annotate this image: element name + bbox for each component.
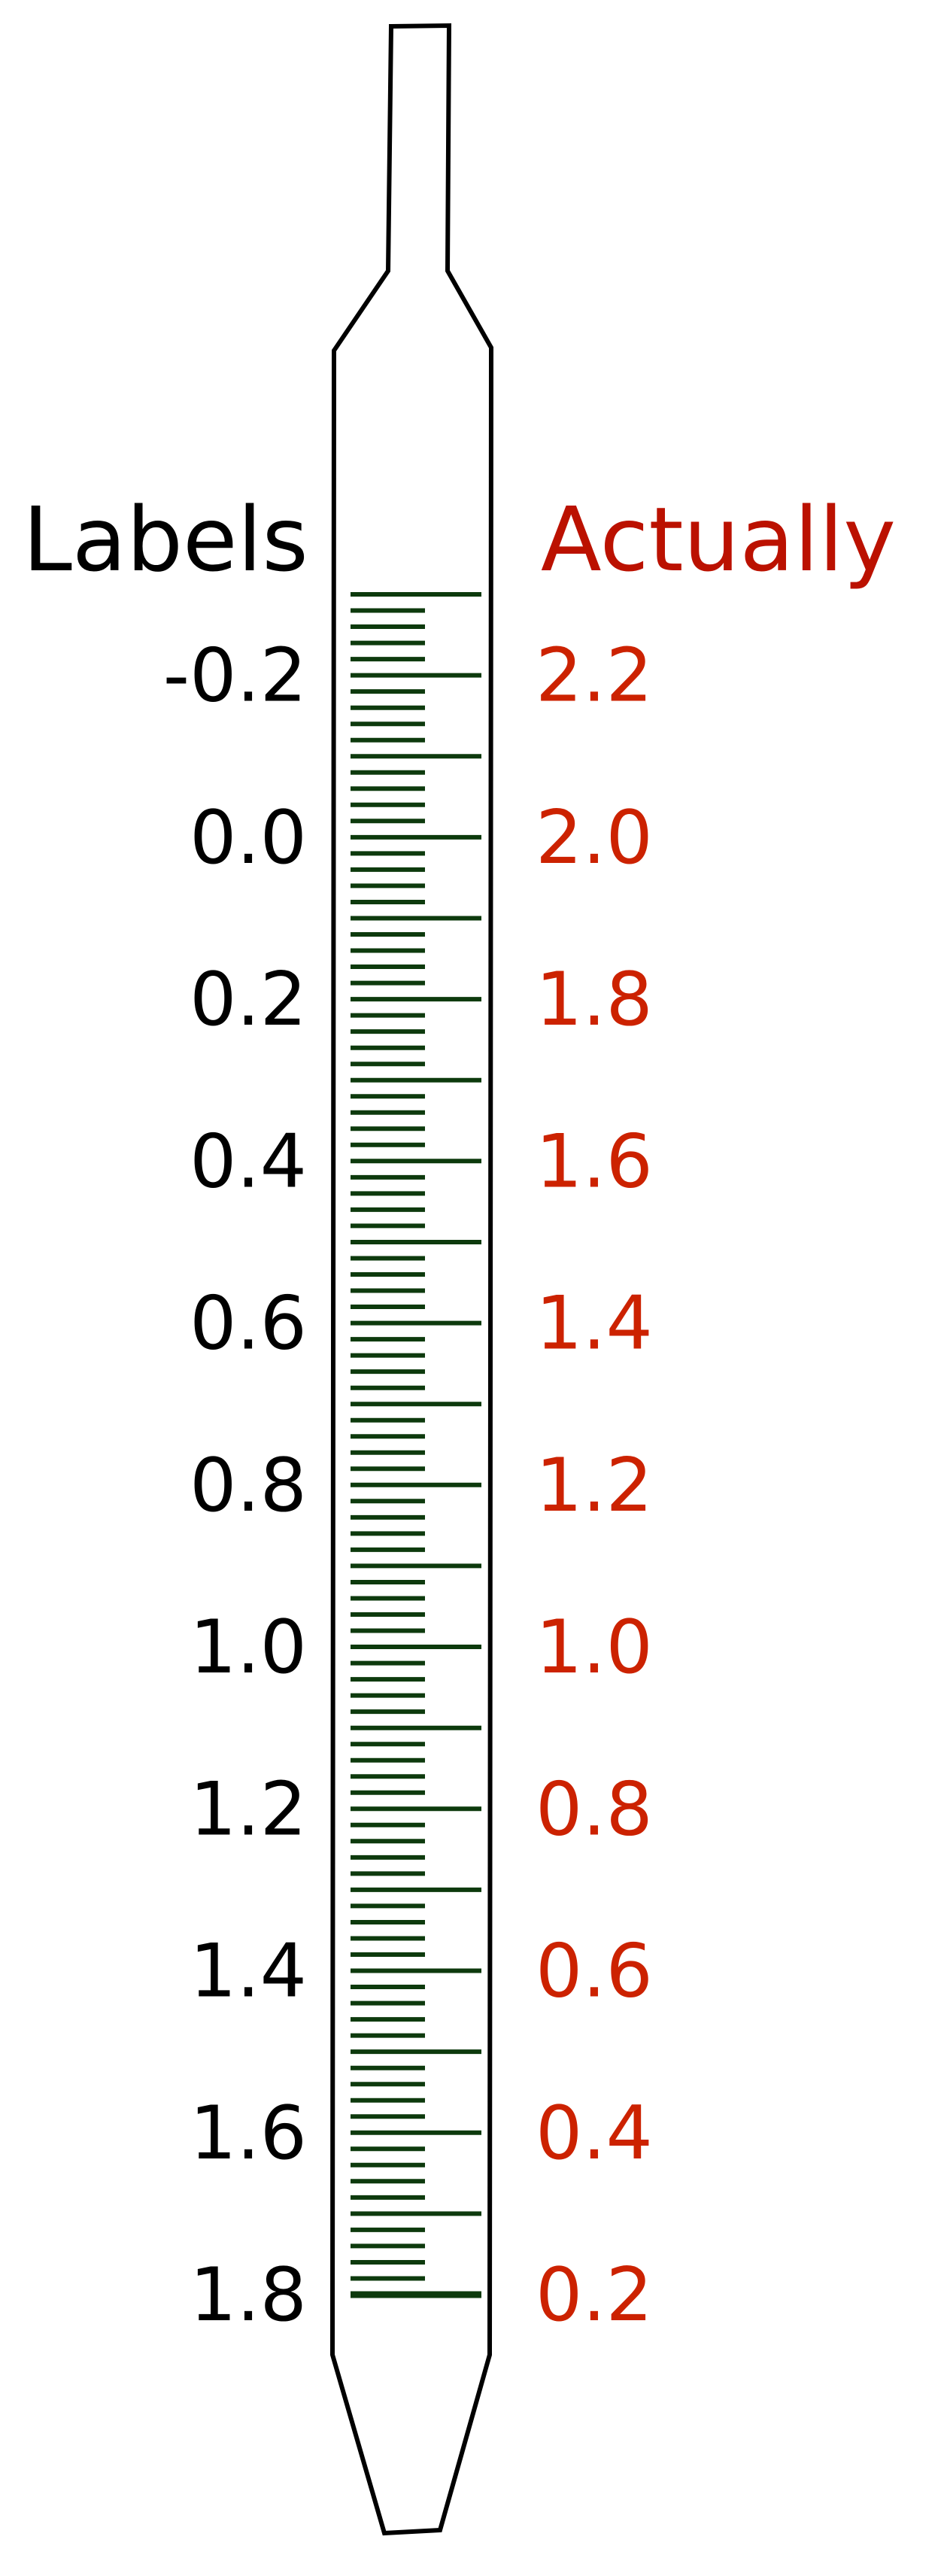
left-scale-labels: -0.2 0.0 0.2 0.4 0.6 0.8 1.0 1.2 1.4 1.6 1.8 bbox=[163, 633, 307, 2338]
pipette-outline bbox=[329, 23, 494, 2536]
right-scale-label: 1.8 bbox=[536, 957, 653, 1043]
right-scale-label: 2.0 bbox=[536, 795, 653, 881]
left-scale-label: 0.2 bbox=[190, 957, 307, 1043]
left-scale-label: -0.2 bbox=[163, 633, 307, 719]
left-scale-label: 1.8 bbox=[190, 2252, 307, 2338]
labels-header: Labels bbox=[23, 488, 308, 591]
left-scale-label: 0.6 bbox=[190, 1281, 307, 1367]
left-scale-label: 0.4 bbox=[190, 1119, 307, 1204]
left-scale-label: 1.0 bbox=[190, 1605, 307, 1690]
left-scale-label: 1.4 bbox=[190, 1929, 307, 2015]
left-scale-label: 0.8 bbox=[190, 1443, 307, 1529]
graduation-marks bbox=[351, 592, 481, 2298]
right-scale-label: 1.0 bbox=[536, 1605, 653, 1690]
right-scale-label: 1.2 bbox=[536, 1443, 653, 1529]
right-scale-label: 0.6 bbox=[536, 1929, 653, 2015]
right-scale-label: 2.2 bbox=[536, 633, 653, 719]
left-scale-label: 1.6 bbox=[190, 2091, 307, 2177]
left-scale-label: 0.0 bbox=[190, 795, 307, 881]
right-scale-labels: 2.2 2.0 1.8 1.6 1.4 1.2 1.0 0.8 0.6 0.4 0.2 bbox=[536, 633, 653, 2338]
right-scale-label: 0.4 bbox=[536, 2091, 653, 2177]
right-scale-label: 0.8 bbox=[536, 1766, 653, 1852]
right-scale-label: 1.4 bbox=[536, 1281, 653, 1367]
right-scale-label: 1.6 bbox=[536, 1119, 653, 1204]
actually-header: Actually bbox=[541, 488, 896, 591]
left-scale-label: 1.2 bbox=[190, 1766, 307, 1852]
right-scale-label: 0.2 bbox=[536, 2252, 653, 2338]
